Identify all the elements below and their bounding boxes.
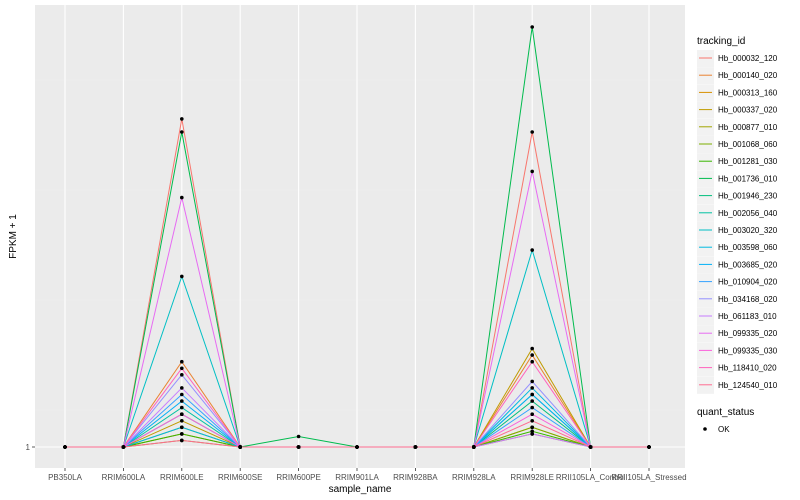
data-point — [647, 445, 651, 449]
plot-panel — [35, 5, 685, 468]
x-tick-label: RRIM600LE — [160, 473, 204, 482]
data-point — [180, 399, 184, 403]
legend-title-quant-status: quant_status — [697, 407, 754, 418]
legend-label: Hb_001736_010 — [718, 174, 778, 183]
data-point — [530, 359, 534, 364]
data-point — [180, 425, 184, 430]
data-point — [530, 412, 534, 417]
data-point — [180, 419, 184, 423]
data-point — [180, 373, 184, 377]
legend-label: Hb_010904_020 — [718, 278, 778, 287]
legend-label: Hb_002056_040 — [718, 209, 778, 218]
data-point — [530, 25, 534, 29]
data-point — [530, 386, 534, 390]
x-tick-label: RRIM600LA — [102, 473, 146, 482]
data-point — [530, 346, 534, 351]
data-points — [63, 25, 651, 449]
legend-key-bg — [697, 239, 714, 257]
data-point — [63, 445, 67, 449]
data-point — [530, 392, 534, 397]
legend-label: Hb_061183_010 — [718, 312, 777, 321]
data-point — [180, 438, 184, 443]
data-point — [121, 445, 126, 449]
legend-label: Hb_000337_020 — [718, 106, 778, 115]
data-point — [180, 392, 184, 397]
data-point — [180, 117, 184, 121]
legend-label: Hb_124540_010 — [718, 381, 778, 390]
data-point — [530, 130, 534, 134]
data-point — [530, 248, 534, 252]
legend-label: Hb_000313_160 — [718, 88, 778, 97]
legend-label: Hb_118410_020 — [718, 364, 777, 373]
legend-label: Hb_003685_020 — [718, 260, 778, 269]
x-tick-label: RRIM928BA — [393, 473, 438, 482]
x-tick-label: RRIM928LE — [510, 473, 554, 482]
legend-label: Hb_003020_320 — [718, 226, 778, 235]
x-axis-title: sample_name — [329, 484, 392, 495]
legend-label: Hb_034168_020 — [718, 295, 778, 304]
data-point — [180, 405, 184, 410]
data-point — [530, 429, 534, 434]
x-axis-ticks: PB350LA RRIM600LA RRIM600LE RRIM600SE RRIM60… — [48, 468, 687, 482]
x-tick-label: PB350LA — [48, 473, 82, 482]
legend-label: Hb_001068_060 — [718, 140, 778, 149]
data-point — [530, 432, 534, 436]
legend-key-point — [703, 427, 707, 431]
shape-legend-items: OK — [703, 425, 730, 434]
data-point — [180, 412, 184, 417]
data-point — [530, 425, 534, 430]
grid-lines — [35, 5, 685, 468]
legend-title-tracking-id: tracking_id — [697, 36, 745, 47]
legend-label: Hb_000140_020 — [718, 71, 778, 80]
x-tick-label: RRIM901LA — [335, 473, 379, 482]
data-point — [296, 434, 301, 439]
legend-items: Hb_000032_120 Hb_000140_020 Hb_000313_160 H… — [697, 50, 778, 394]
data-point — [180, 195, 184, 200]
x-tick-label: RRII105LA_Control — [556, 473, 626, 482]
data-point — [530, 379, 534, 384]
data-point — [355, 445, 359, 449]
data-point — [413, 445, 418, 449]
data-point — [180, 386, 184, 390]
y-tick-label: 1 — [26, 443, 31, 452]
data-point — [472, 445, 476, 449]
legend: tracking_id Hb_000032_120Hb_000140_020Hb… — [697, 36, 778, 434]
legend-label: Hb_001281_030 — [718, 157, 778, 166]
data-point — [530, 399, 534, 403]
data-point — [180, 274, 184, 279]
data-point — [530, 353, 534, 357]
data-point — [530, 405, 534, 410]
data-point — [180, 359, 184, 364]
data-point — [238, 445, 242, 449]
data-point — [588, 445, 593, 449]
legend-label: Hb_000032_120 — [718, 54, 778, 63]
x-tick-label: RRIM928LA — [452, 473, 496, 482]
data-point — [180, 366, 184, 371]
legend-label-ok: OK — [718, 425, 730, 434]
legend-label: Hb_001946_230 — [718, 192, 778, 201]
data-point — [180, 130, 184, 134]
data-point — [296, 445, 301, 449]
legend-label: Hb_003598_060 — [718, 243, 778, 252]
legend-label: Hb_099335_030 — [718, 346, 778, 355]
legend-label: Hb_099335_020 — [718, 329, 778, 338]
legend-label: Hb_000877_010 — [718, 123, 778, 132]
data-point — [530, 419, 534, 423]
y-axis-ticks: 1 — [26, 443, 35, 452]
y-axis-title: FPKM + 1 — [8, 214, 19, 259]
x-tick-label: RRIM600SE — [218, 473, 262, 482]
data-point — [180, 432, 184, 436]
x-tick-label: RRIM600PE — [276, 473, 320, 482]
x-tick-label: RRII105LA_Stressed — [611, 473, 686, 482]
data-point — [530, 169, 534, 174]
